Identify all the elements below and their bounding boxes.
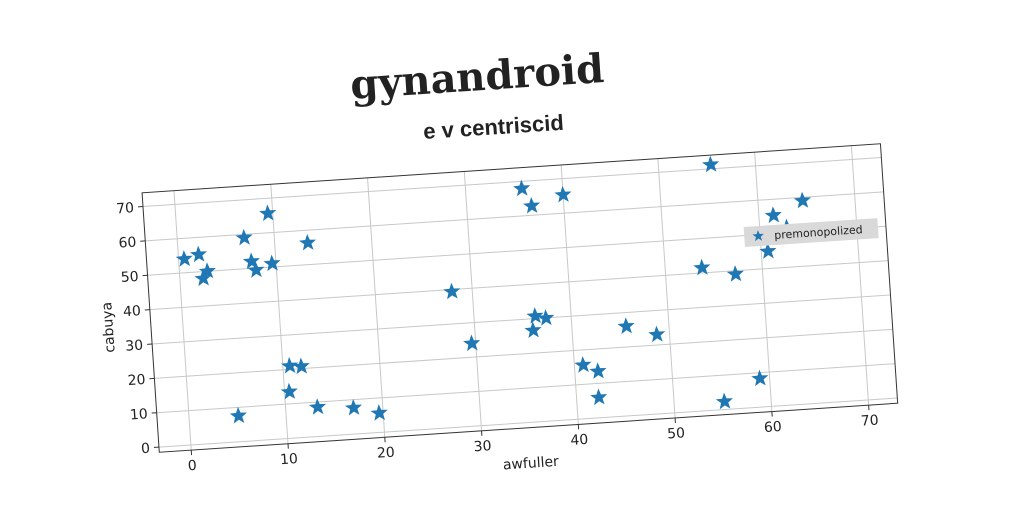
point (242, 252, 260, 270)
chart-title: gynandroid (349, 45, 606, 109)
x-axis-label: awfuller (502, 454, 559, 474)
grid-line (367, 177, 386, 438)
point (589, 362, 607, 379)
point (523, 196, 541, 214)
y-tick-label: 10 (129, 406, 148, 423)
point (370, 404, 388, 421)
grid-line (154, 328, 893, 379)
point (189, 245, 207, 263)
x-tick-label: 0 (187, 458, 197, 475)
point (526, 307, 544, 324)
x-tick-label: 20 (376, 445, 395, 462)
legend-box (743, 218, 879, 247)
y-tick-label: 20 (127, 372, 146, 389)
grid-line (152, 294, 891, 345)
point (175, 250, 193, 267)
legend-marker (752, 230, 764, 242)
y-tick-label: 40 (123, 303, 142, 320)
point (648, 325, 666, 343)
grid-line (270, 184, 289, 444)
point (229, 406, 247, 424)
point (513, 179, 531, 197)
point (443, 282, 461, 300)
y-tick-label: 50 (120, 269, 139, 286)
chart-body: gynandroid e v centriscid awfuller cabuy… (99, 45, 899, 475)
x-tick-label: 50 (667, 425, 686, 442)
point (574, 356, 592, 373)
point (726, 265, 744, 282)
legend-label: premonopolized (774, 223, 863, 242)
y-axis-label: cabuya (99, 301, 118, 353)
point (715, 392, 733, 410)
grid-line (850, 145, 870, 406)
y-tick-label: 0 (141, 441, 151, 458)
x-tick-label: 60 (764, 419, 783, 436)
point (751, 369, 769, 387)
point (198, 262, 216, 279)
point (280, 382, 298, 400)
point (764, 206, 782, 224)
y-tick-label: 30 (125, 338, 144, 355)
grid-line (463, 171, 483, 431)
grid-line (158, 397, 898, 448)
point (524, 321, 542, 339)
x-tick-label: 30 (473, 438, 492, 455)
point (554, 185, 572, 203)
grid-line (156, 363, 896, 414)
chart-subtitle: e v centriscid (422, 110, 564, 144)
y-tick-label: 60 (118, 235, 137, 252)
point (280, 356, 298, 374)
point (308, 398, 327, 415)
point (463, 334, 481, 352)
point (759, 242, 777, 259)
point (235, 228, 253, 246)
point (259, 204, 277, 222)
grid-line (657, 158, 676, 419)
point (701, 155, 720, 173)
point (263, 254, 281, 272)
x-tick-label: 10 (280, 451, 299, 468)
grid-line (142, 157, 882, 208)
x-tick-label: 40 (570, 432, 589, 449)
y-tick-label: 70 (116, 200, 135, 217)
grid-line (754, 152, 773, 412)
grid-line (560, 164, 579, 425)
point (537, 309, 555, 326)
point (344, 398, 362, 416)
plot-frame (141, 143, 899, 453)
point (693, 258, 711, 276)
point (298, 233, 317, 251)
x-tick-label: 70 (860, 413, 879, 430)
grid-line (145, 191, 884, 242)
point (292, 357, 310, 375)
grid-line (173, 190, 192, 451)
point (247, 261, 265, 278)
point (590, 388, 608, 406)
point (617, 317, 635, 334)
grid-line (149, 260, 889, 311)
point (793, 191, 811, 209)
